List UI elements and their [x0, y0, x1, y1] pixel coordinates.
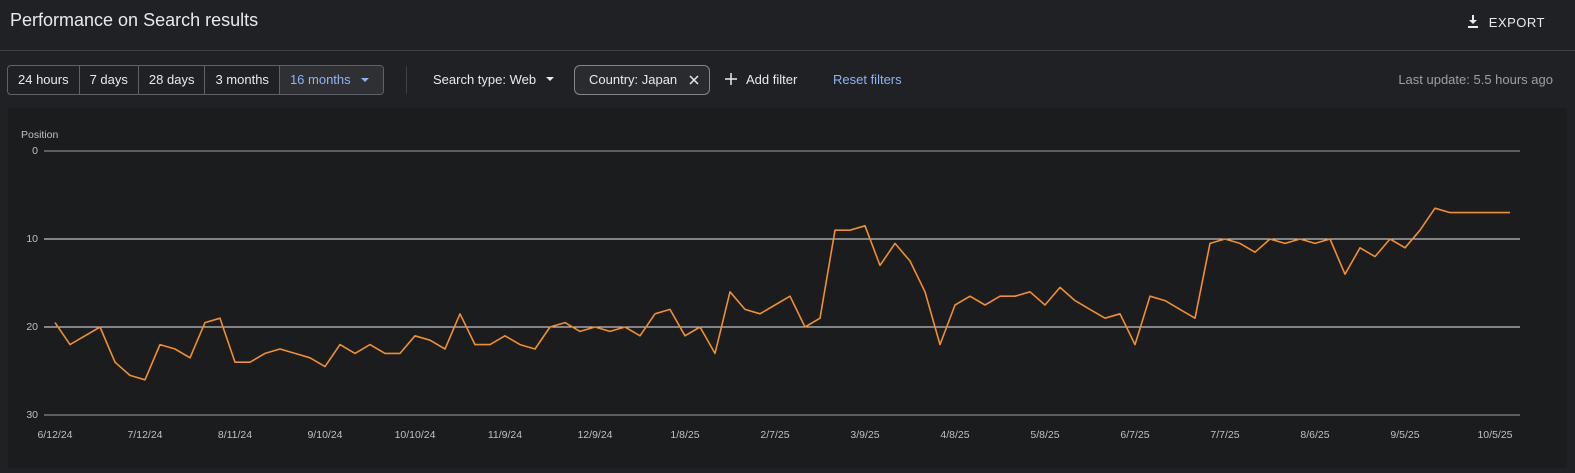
y-tick-label: 10 — [26, 233, 38, 245]
range-option[interactable]: 24 hours — [8, 66, 80, 94]
x-tick-label: 10/10/24 — [395, 429, 436, 441]
x-tick-label: 9/5/25 — [1390, 429, 1419, 441]
x-tick-label: 8/6/25 — [1300, 429, 1329, 441]
divider — [0, 50, 1575, 51]
x-tick-label: 7/12/24 — [127, 429, 162, 441]
x-tick-label: 9/10/24 — [307, 429, 342, 441]
country-chip[interactable]: Country: Japan — [574, 65, 711, 95]
dropdown-arrow — [546, 77, 555, 81]
separator — [406, 66, 407, 94]
y-tick-label: 0 — [32, 145, 38, 157]
x-tick-label: 3/9/25 — [850, 429, 879, 441]
range-option[interactable]: 3 months — [205, 66, 280, 94]
chart-panel: Position 0 10 20 30 6/12/24 7/12/24 8/11/24 9/1… — [8, 108, 1567, 468]
x-tick-label: 12/9/24 — [577, 429, 612, 441]
y-tick-label: 20 — [26, 321, 38, 333]
x-tick-label: 4/8/25 — [940, 429, 969, 441]
dropdown-arrow — [360, 78, 369, 82]
x-tick-label: 1/8/25 — [670, 429, 699, 441]
x-tick-label: 6/7/25 — [1120, 429, 1149, 441]
x-tick-label: 8/11/24 — [218, 429, 252, 441]
last-update: Last update: 5.5 hours ago — [1398, 72, 1553, 87]
x-tick-label: 10/5/25 — [1477, 429, 1512, 441]
add-filter-label: Add filter — [746, 72, 798, 87]
chart: Position 0 10 20 30 6/12/24 7/12/24 8/11/24 9/1… — [21, 129, 1520, 441]
x-tick-label: 6/12/24 — [37, 429, 72, 441]
chip-label: Country: Japan — [589, 72, 678, 87]
reset-filters[interactable]: Reset filters — [833, 72, 902, 87]
page-title: Performance on Search results — [10, 10, 259, 30]
range-option[interactable]: 7 days — [80, 66, 139, 94]
range-option-selected[interactable]: 16 months — [279, 66, 383, 94]
y-axis-label: Position — [21, 129, 59, 141]
plus-icon — [725, 73, 737, 85]
x-tick-label: 2/7/25 — [760, 429, 789, 441]
range-label: 16 months — [289, 72, 351, 87]
x-tick-label: 7/7/25 — [1210, 429, 1239, 441]
date-range-selector: 24 hours 7 days 28 days 3 months 16 mont… — [7, 65, 384, 95]
add-filter[interactable]: Add filter — [725, 72, 797, 87]
range-option[interactable]: 28 days — [139, 66, 206, 94]
download-icon — [1467, 15, 1478, 28]
export-label: EXPORT — [1488, 15, 1545, 30]
export-button[interactable]: EXPORT — [1465, 14, 1545, 30]
x-tick-label: 11/9/24 — [488, 429, 522, 441]
search-type-filter[interactable]: Search type: Web — [433, 72, 555, 87]
remove-icon[interactable] — [689, 75, 699, 85]
data-line — [54, 207, 1510, 381]
x-tick-label: 5/8/25 — [1030, 429, 1059, 441]
y-tick-label: 30 — [26, 409, 38, 421]
search-type-label: Search type: Web — [433, 72, 537, 87]
